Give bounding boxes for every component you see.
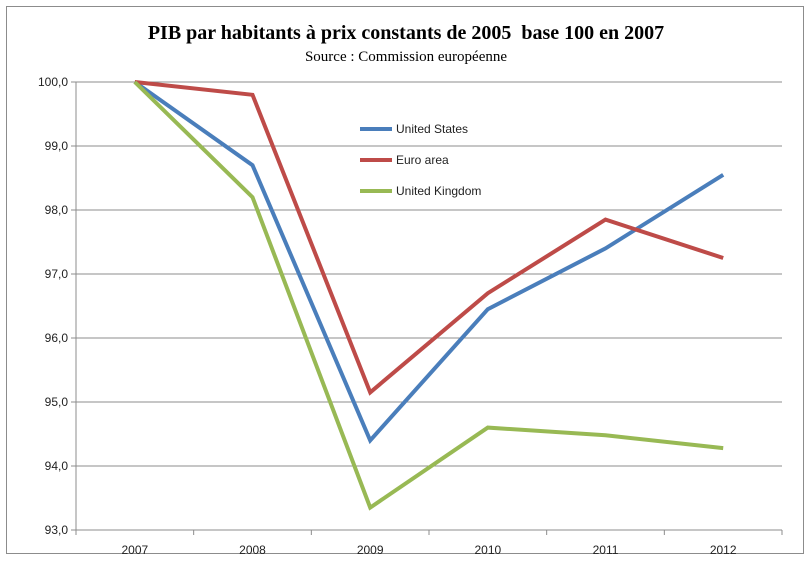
x-tick-label: 2008: [239, 543, 266, 557]
y-tick-label: 100,0: [38, 75, 68, 89]
y-tick-label: 97,0: [45, 267, 69, 281]
y-tick-label: 96,0: [45, 331, 69, 345]
chart-subtitle: Source : Commission européenne: [304, 49, 508, 65]
y-tick-label: 98,0: [45, 203, 69, 217]
series-line-euro-area: [134, 80, 724, 396]
y-tick-label: 94,0: [45, 459, 69, 473]
y-tick-label: 93,0: [45, 523, 69, 537]
x-tick-label: 2007: [121, 543, 148, 557]
x-tick-label: 2011: [593, 543, 619, 557]
legend-label-2: United Kingdom: [396, 184, 481, 198]
chart-frame: [6, 6, 804, 554]
y-tick-label: 99,0: [45, 139, 69, 153]
legend-label-1: Euro area: [396, 153, 449, 167]
series-line-united-kingdom: [133, 80, 724, 511]
chart-title: PIB par habitants à prix constants de 20…: [147, 22, 665, 44]
x-tick-label: 2010: [474, 543, 501, 557]
legend-label-0: United States: [396, 122, 468, 136]
series-line-united-states: [133, 80, 725, 445]
x-tick-label: 2012: [710, 543, 737, 557]
y-tick-label: 95,0: [45, 395, 69, 409]
x-tick-label: 2009: [357, 543, 384, 557]
